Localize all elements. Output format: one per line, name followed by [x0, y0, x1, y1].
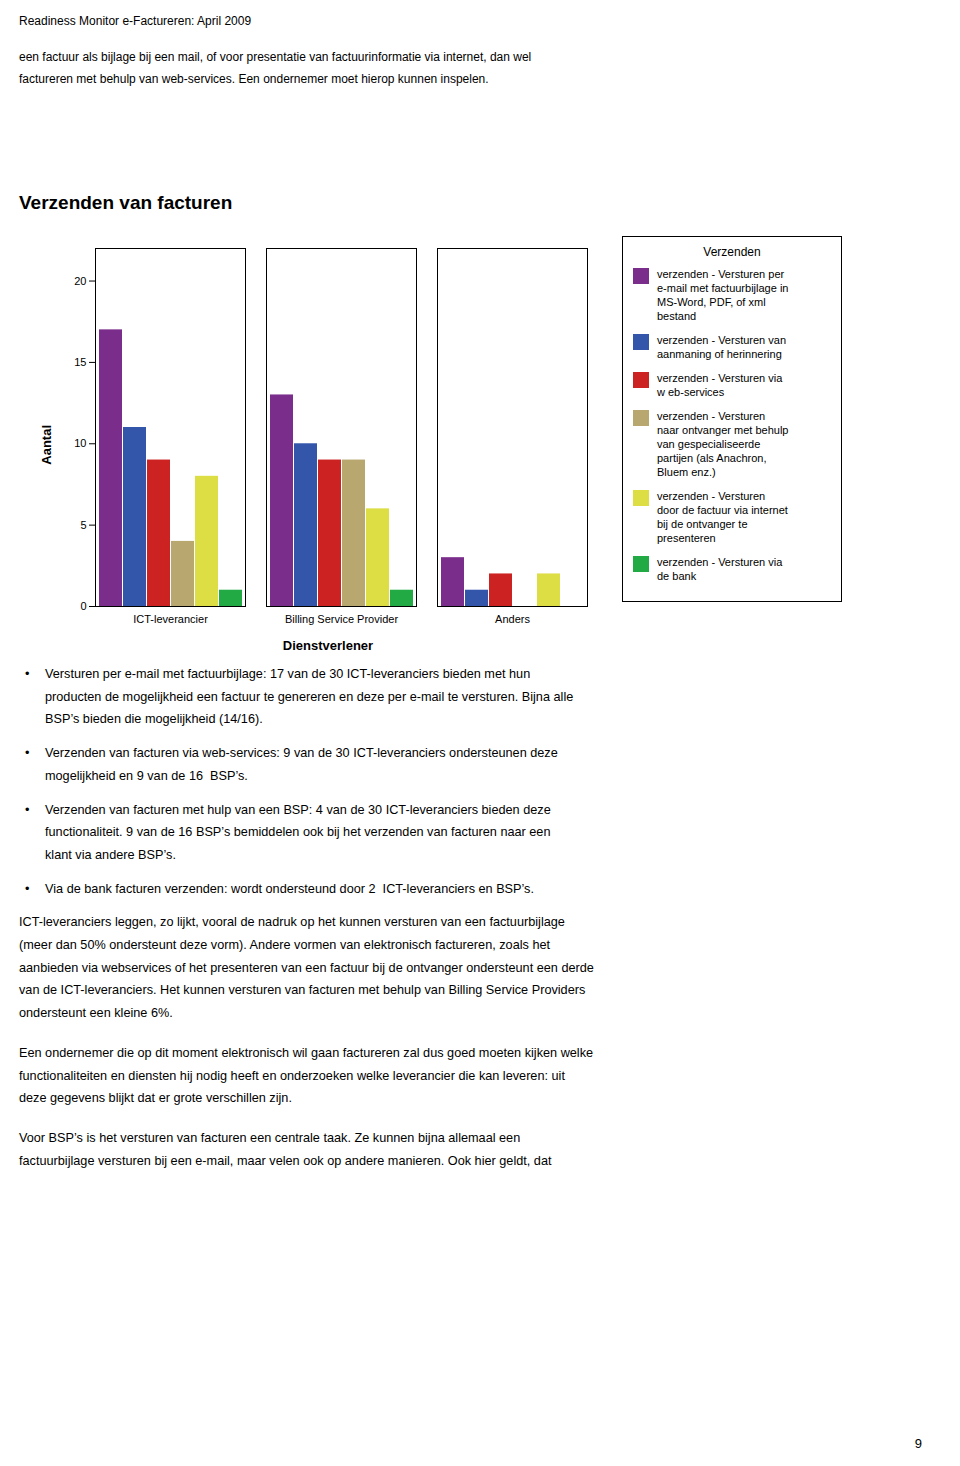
html-text:Verzenden van facturen via web: Verzenden van facturen via web-services:… [45, 746, 558, 761]
html-text:Versturen per e-mail met factu: Versturen per e-mail met factuurbijlage:… [45, 667, 531, 681]
html-text:klant via andere BSP’s.: klant via andere BSP’s. [45, 847, 176, 862]
html-text:9: 9 [914, 1436, 922, 1451]
html-text:aanbieden via webservices of h: aanbieden via webservices of het present… [19, 960, 594, 975]
html-text:Dienstverlener: Dienstverlener [282, 638, 374, 653]
html-text:Aantal: Aantal [39, 424, 54, 465]
html-text:Verzenden: Verzenden [703, 245, 761, 259]
svg-text:0: 0 [80, 600, 86, 612]
html-text:ondersteunt een kleine 6%.: ondersteunt een kleine 6%. [19, 1006, 173, 1021]
svg-text:ICT-leverancier: ICT-leverancier [133, 613, 208, 625]
html-text:verzenden - Versturen van aanm: verzenden - Versturen van aanmaning of h… [657, 334, 786, 360]
html-text:(meer dan 50% ondersteunt deze: (meer dan 50% ondersteunt deze vorm). An… [19, 938, 550, 952]
html-text:Voor BSP’s is het versturen va: Voor BSP’s is het versturen van facturen… [19, 1131, 521, 1145]
svg-text:15: 15 [74, 356, 86, 368]
html-text:verzenden - Versturen via w eb: verzenden - Versturen via w eb-services [657, 372, 783, 398]
html-text:deze gegevens blijkt dat er gr: deze gegevens blijkt dat er grote versch… [19, 1091, 292, 1106]
svg-text:20: 20 [74, 275, 86, 287]
html-text:functionaliteiten en diensten: functionaliteiten en diensten hij nodig … [19, 1068, 565, 1083]
html-text:BSP’s bieden die mogelijkheid: BSP’s bieden die mogelijkheid (14/16). [45, 712, 263, 727]
html-text:functionaliteit. 9 van de 16 B: functionaliteit. 9 van de 16 BSP’s bemid… [45, 825, 551, 840]
html-text:Readiness Monitor e-Factureren: Readiness Monitor e-Factureren: April 20… [19, 14, 252, 28]
html-text:ICT-leveranciers leggen, zo li: ICT-leveranciers leggen, zo lijkt, voora… [19, 915, 565, 930]
html-text:Verzenden van facturen met hul: Verzenden van facturen met hulp van een … [45, 802, 551, 817]
html-text:producten de mogelijkheid een: producten de mogelijkheid een factuur te… [45, 689, 574, 704]
svg-text:10: 10 [74, 437, 86, 449]
svg-text:5: 5 [80, 519, 86, 531]
html-text:verzenden - Versturen naar ont: verzenden - Versturen naar ontvanger met… [657, 410, 789, 478]
html-text:verzenden - Versturen via de b: verzenden - Versturen via de bank [657, 556, 783, 582]
svg-text:Billing Service Provider: Billing Service Provider [285, 613, 398, 625]
html-text:Verzenden van facturen: Verzenden van facturen [19, 192, 233, 213]
html-text:Via de bank facturen verzenden: Via de bank facturen verzenden: wordt on… [45, 881, 534, 896]
html-text:Een ondernemer die op dit mome: Een ondernemer die op dit moment elektro… [19, 1045, 594, 1060]
html-text:verzenden - Versturen door de: verzenden - Versturen door de factuur vi… [657, 490, 788, 544]
html-text:factureren met behulp van web-: factureren met behulp van web-services. … [19, 72, 489, 86]
html-text:factuurbijlage versturen bij e: factuurbijlage versturen bij een e-mail,… [19, 1153, 552, 1168]
html-text:een factuur als bijlage bij ee: een factuur als bijlage bij een mail, of… [19, 50, 532, 64]
html-text:verzenden - Versturen per e-ma: verzenden - Versturen per e-mail met fac… [657, 268, 789, 322]
html-text:mogelijkheid en 9 van de 16 BS: mogelijkheid en 9 van de 16 BSP’s. [45, 768, 248, 783]
html-text:van de ICT-leveranciers. Het k: van de ICT-leveranciers. Het kunnen vers… [19, 983, 586, 998]
svg-text:Anders: Anders [495, 613, 530, 625]
